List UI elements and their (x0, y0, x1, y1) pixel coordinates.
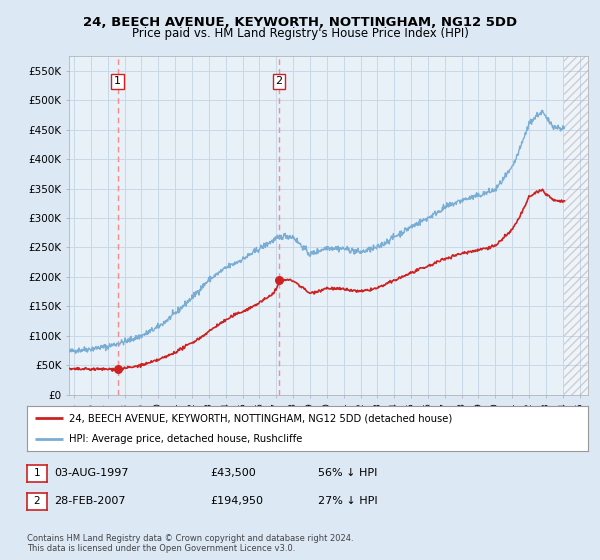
Point (113, 365, 122, 374)
Text: 03-AUG-1997: 03-AUG-1997 (54, 468, 128, 478)
Text: 1: 1 (34, 468, 40, 478)
Text: Price paid vs. HM Land Registry's House Price Index (HPI): Price paid vs. HM Land Registry's House … (131, 27, 469, 40)
Text: 2: 2 (34, 496, 40, 506)
Point (274, 276, 284, 284)
Text: 24, BEECH AVENUE, KEYWORTH, NOTTINGHAM, NG12 5DD (detached house): 24, BEECH AVENUE, KEYWORTH, NOTTINGHAM, … (69, 413, 452, 423)
Text: Contains HM Land Registry data © Crown copyright and database right 2024.
This d: Contains HM Land Registry data © Crown c… (27, 534, 353, 553)
Bar (564, 56, 588, 395)
Bar (564, 56, 588, 395)
Text: 24, BEECH AVENUE, KEYWORTH, NOTTINGHAM, NG12 5DD: 24, BEECH AVENUE, KEYWORTH, NOTTINGHAM, … (83, 16, 517, 29)
Text: 2: 2 (275, 76, 283, 86)
Text: £194,950: £194,950 (210, 496, 263, 506)
Text: £43,500: £43,500 (210, 468, 256, 478)
Text: 1: 1 (114, 76, 121, 86)
Text: HPI: Average price, detached house, Rushcliffe: HPI: Average price, detached house, Rush… (69, 433, 302, 444)
Text: 27% ↓ HPI: 27% ↓ HPI (318, 496, 377, 506)
Text: 56% ↓ HPI: 56% ↓ HPI (318, 468, 377, 478)
Text: 28-FEB-2007: 28-FEB-2007 (54, 496, 125, 506)
